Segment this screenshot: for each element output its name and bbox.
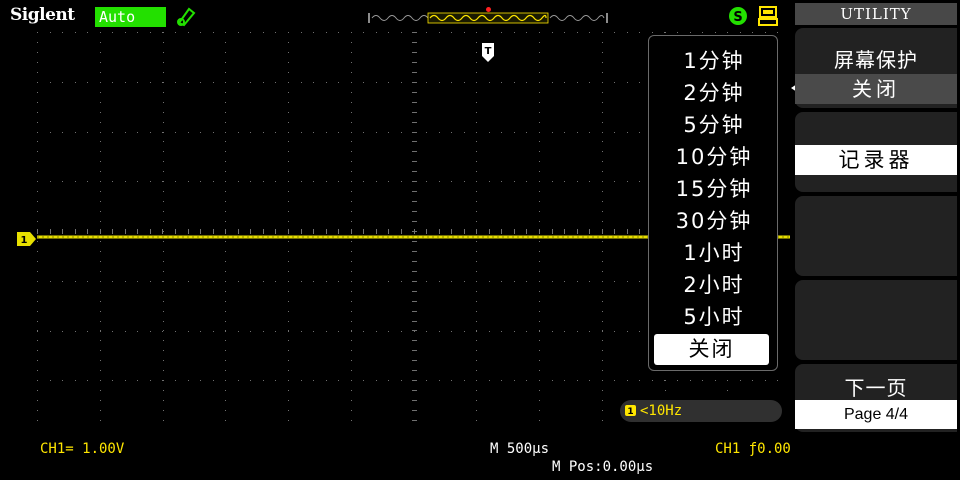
s-badge-icon: S	[729, 7, 747, 25]
svg-text:1: 1	[627, 407, 633, 416]
frequency-counter-icon: 1	[625, 405, 636, 416]
usb-device-icon	[758, 6, 778, 26]
softkey-empty-3[interactable]	[795, 196, 957, 276]
softkey-empty-4[interactable]	[795, 280, 957, 360]
channel1-marker-icon[interactable]: 1	[17, 232, 37, 246]
screensaver-value: 关闭	[795, 74, 957, 104]
frequency-readout-pill	[620, 400, 782, 422]
page-indicator: Page 4/4	[795, 400, 957, 429]
screensaver-timeout-popup: 1分钟 2分钟 5分钟 10分钟 15分钟 30分钟 1小时 2小时 5小时 关…	[648, 35, 778, 371]
trigger-level-readout[interactable]: CH1 ƒ0.00mV	[715, 441, 808, 457]
timebase-readout[interactable]: M 500μs	[490, 441, 550, 457]
timeout-option-30min[interactable]: 30分钟	[675, 209, 753, 233]
bottom-status-bar	[0, 432, 790, 480]
svg-text:1: 1	[21, 235, 28, 246]
memory-depth-bar-icon	[368, 12, 608, 24]
trigger-position-indicator	[486, 7, 491, 12]
menu-title: UTILITY	[795, 3, 957, 25]
timeout-option-15min[interactable]: 15分钟	[675, 177, 753, 201]
timeout-option-5hour[interactable]: 5小时	[683, 305, 745, 329]
timeout-option-2hour[interactable]: 2小时	[683, 273, 745, 297]
timeout-option-1hour[interactable]: 1小时	[683, 241, 745, 265]
trigger-position-icon[interactable]: T	[480, 42, 496, 64]
recorder-button[interactable]: 记录器	[795, 145, 957, 175]
frequency-readout: <10Hz	[640, 403, 683, 419]
next-page-label: 下一页	[844, 376, 908, 400]
svg-text:S: S	[733, 10, 742, 25]
ch1-vertical-scale[interactable]: CH1= 1.00V	[40, 441, 125, 457]
screensaver-label: 屏幕保护	[834, 48, 918, 72]
timeout-option-off[interactable]: 关闭	[654, 334, 769, 365]
timeout-option-1min[interactable]: 1分钟	[683, 49, 745, 73]
svg-text:T: T	[485, 46, 492, 57]
acquisition-mode-badge: Auto	[95, 7, 166, 27]
top-status-bar: Siglent Auto S	[0, 0, 790, 30]
horizontal-position-readout: M Pos:0.00μs	[552, 459, 654, 475]
timeout-option-2min[interactable]: 2分钟	[683, 81, 745, 105]
timeout-option-10min[interactable]: 10分钟	[675, 145, 753, 169]
brand-logo: Siglent	[10, 5, 75, 25]
timeout-option-5min[interactable]: 5分钟	[683, 113, 745, 137]
run-state-icon	[177, 7, 196, 27]
